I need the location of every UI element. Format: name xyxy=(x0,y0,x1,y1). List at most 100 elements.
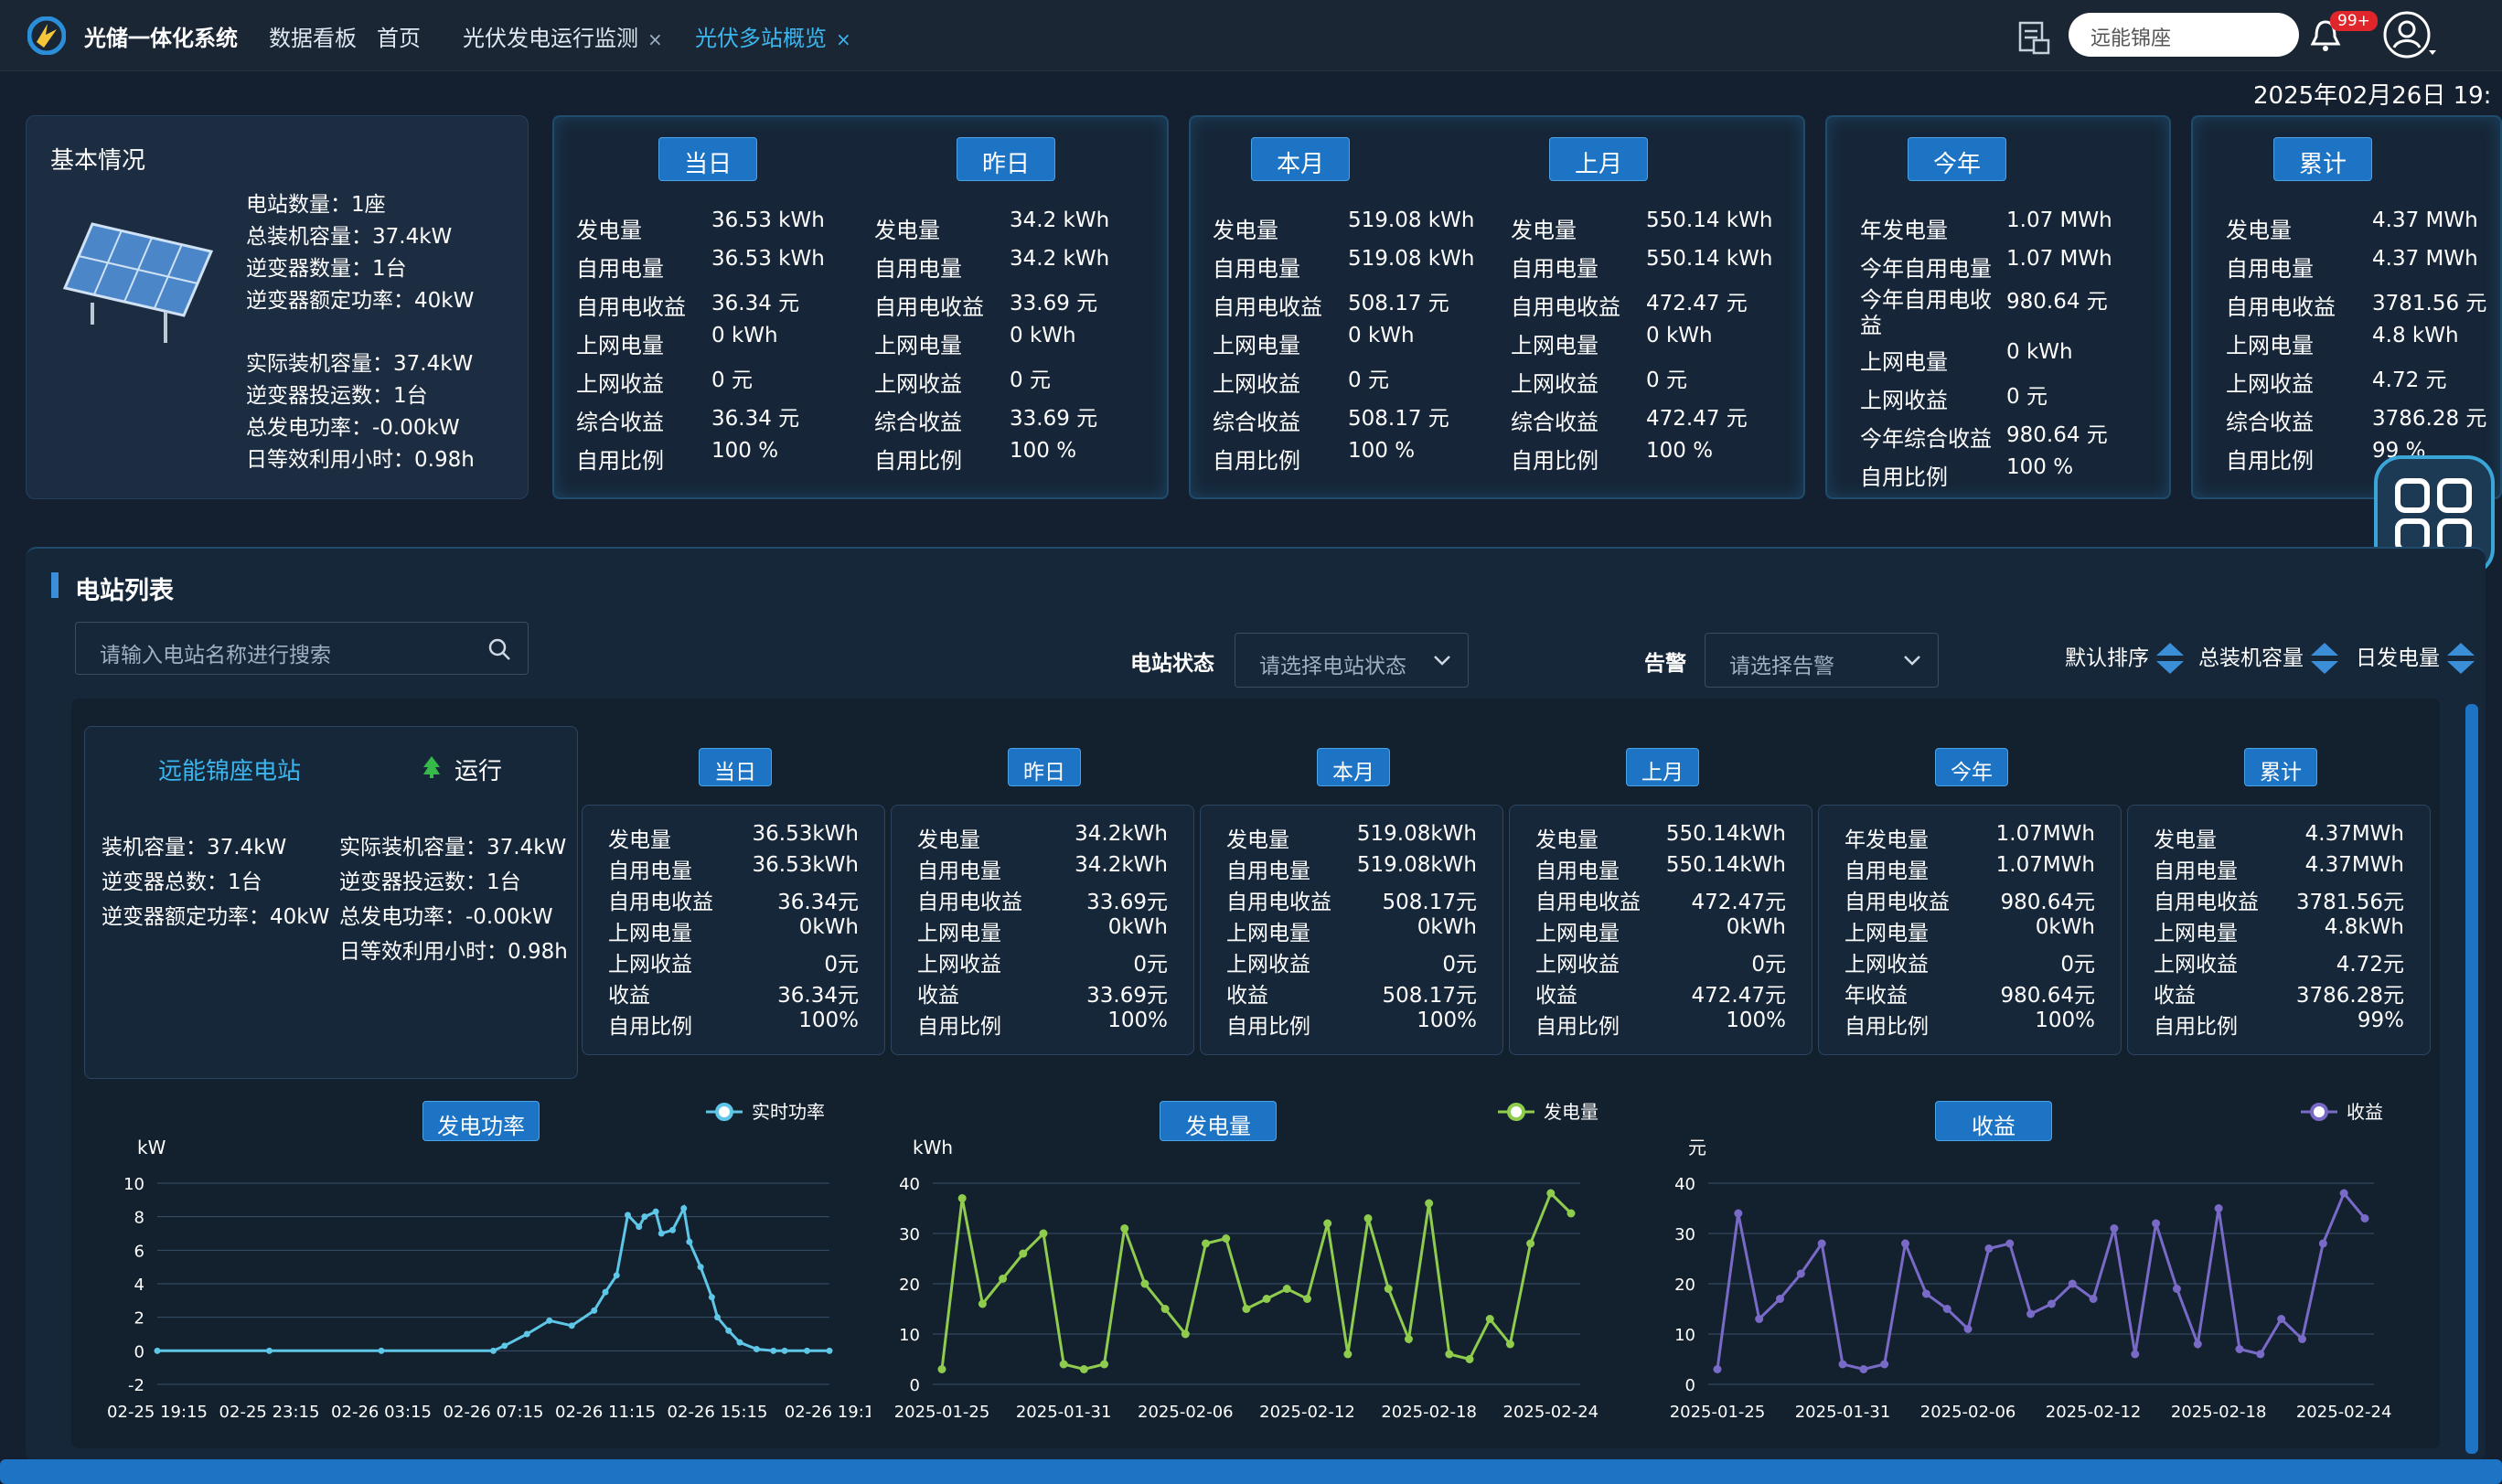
sort-arrows-icon[interactable] xyxy=(2154,641,2186,678)
station-period-pill[interactable]: 昨日 xyxy=(1008,748,1081,786)
data-point[interactable] xyxy=(1384,1285,1393,1293)
data-point[interactable] xyxy=(1880,1360,1889,1369)
data-point[interactable] xyxy=(658,1230,665,1237)
close-icon[interactable]: × xyxy=(836,28,851,50)
data-point[interactable] xyxy=(641,1213,648,1221)
chart-legend[interactable]: 收益 xyxy=(2301,1101,2383,1123)
station-period-pill[interactable]: 当日 xyxy=(699,748,772,786)
data-point[interactable] xyxy=(2110,1224,2119,1233)
data-point[interactable] xyxy=(1100,1360,1109,1369)
station-name[interactable]: 远能锦座电站 xyxy=(158,758,302,785)
data-point[interactable] xyxy=(1526,1239,1535,1248)
data-point[interactable] xyxy=(1921,1289,1930,1298)
data-point[interactable] xyxy=(1942,1305,1951,1313)
data-point[interactable] xyxy=(770,1347,777,1354)
data-point[interactable] xyxy=(2193,1340,2202,1349)
data-point[interactable] xyxy=(1404,1335,1413,1343)
data-point[interactable] xyxy=(546,1317,553,1324)
data-point[interactable] xyxy=(714,1314,721,1321)
data-point[interactable] xyxy=(378,1347,385,1354)
data-point[interactable] xyxy=(2152,1219,2161,1228)
data-point[interactable] xyxy=(1713,1365,1722,1373)
data-point[interactable] xyxy=(697,1264,704,1271)
data-point[interactable] xyxy=(1039,1229,1048,1238)
data-point[interactable] xyxy=(1859,1365,1868,1373)
data-point[interactable] xyxy=(1160,1305,1170,1313)
data-point[interactable] xyxy=(736,1339,743,1346)
data-point[interactable] xyxy=(591,1307,598,1314)
station-search-input[interactable]: 远能锦座 xyxy=(2069,13,2299,57)
data-point[interactable] xyxy=(1222,1234,1231,1243)
data-point[interactable] xyxy=(501,1342,508,1350)
data-point[interactable] xyxy=(154,1347,161,1354)
data-point[interactable] xyxy=(2172,1285,2181,1293)
chart-legend[interactable]: 发电量 xyxy=(1498,1101,1598,1123)
report-icon[interactable] xyxy=(2017,20,2050,55)
data-point[interactable] xyxy=(753,1346,760,1352)
data-point[interactable] xyxy=(490,1347,497,1354)
search-icon[interactable] xyxy=(487,637,511,661)
station-card[interactable]: 远能锦座电站 运行 装机容量：37.4kW 逆变器总数：1台 逆变器额定功率：40k… xyxy=(84,726,578,1079)
data-point[interactable] xyxy=(1202,1239,1211,1248)
data-point[interactable] xyxy=(1323,1219,1332,1228)
data-point[interactable] xyxy=(2214,1204,2223,1212)
data-point[interactable] xyxy=(1445,1350,1454,1359)
data-point[interactable] xyxy=(1755,1315,1764,1323)
station-period-pill[interactable]: 本月 xyxy=(1317,748,1390,786)
station-period-pill[interactable]: 累计 xyxy=(2244,748,2317,786)
period-pill[interactable]: 累计 xyxy=(2273,137,2372,181)
data-point[interactable] xyxy=(2089,1295,2098,1303)
sort-option[interactable]: 总装机容量 xyxy=(2198,640,2340,677)
period-pill[interactable]: 当日 xyxy=(658,137,757,181)
tab-pv-monitor[interactable]: 光伏发电运行监测 × xyxy=(463,20,663,52)
data-point[interactable] xyxy=(625,1212,631,1219)
grid-menu-icon[interactable] xyxy=(2372,454,2497,582)
period-pill[interactable]: 上月 xyxy=(1549,137,1648,181)
sort-option[interactable]: 默认排序 xyxy=(2065,640,2186,677)
data-point[interactable] xyxy=(2318,1239,2327,1248)
data-point[interactable] xyxy=(1817,1239,1826,1248)
data-point[interactable] xyxy=(2131,1350,2140,1359)
data-point[interactable] xyxy=(1485,1315,1494,1323)
data-point[interactable] xyxy=(957,1194,967,1202)
data-point[interactable] xyxy=(2297,1335,2306,1343)
data-point[interactable] xyxy=(2235,1345,2244,1353)
data-point[interactable] xyxy=(2339,1189,2348,1198)
data-point[interactable] xyxy=(1242,1305,1251,1313)
data-point[interactable] xyxy=(680,1205,688,1212)
data-point[interactable] xyxy=(1796,1269,1805,1278)
data-point[interactable] xyxy=(1901,1239,1910,1248)
data-point[interactable] xyxy=(1984,1244,1994,1253)
data-point[interactable] xyxy=(2047,1299,2056,1308)
data-point[interactable] xyxy=(1734,1209,1743,1218)
data-point[interactable] xyxy=(725,1327,732,1334)
data-point[interactable] xyxy=(1079,1365,1088,1373)
data-point[interactable] xyxy=(2256,1350,2265,1359)
data-point[interactable] xyxy=(2005,1239,2015,1248)
data-point[interactable] xyxy=(1546,1189,1556,1198)
nav-home[interactable]: 首页 xyxy=(377,26,421,51)
data-point[interactable] xyxy=(613,1272,620,1279)
sort-option[interactable]: 日发电量 xyxy=(2356,640,2476,677)
data-point[interactable] xyxy=(568,1322,575,1329)
data-point[interactable] xyxy=(999,1275,1008,1283)
data-point[interactable] xyxy=(1838,1360,1847,1369)
data-point[interactable] xyxy=(2068,1279,2077,1288)
period-pill[interactable]: 今年 xyxy=(1908,137,2006,181)
data-point[interactable] xyxy=(1505,1340,1514,1349)
data-point[interactable] xyxy=(1776,1295,1785,1303)
data-point[interactable] xyxy=(978,1299,987,1308)
data-point[interactable] xyxy=(636,1223,643,1231)
data-point[interactable] xyxy=(1181,1329,1190,1339)
data-point[interactable] xyxy=(2360,1214,2369,1222)
data-point[interactable] xyxy=(1465,1355,1474,1363)
sort-arrows-icon[interactable] xyxy=(2445,641,2476,678)
data-point[interactable] xyxy=(781,1347,788,1354)
data-point[interactable] xyxy=(602,1288,609,1296)
period-pill[interactable]: 昨日 xyxy=(957,137,1055,181)
data-point[interactable] xyxy=(708,1294,715,1301)
station-period-pill[interactable]: 今年 xyxy=(1935,748,2008,786)
horizontal-scrollbar[interactable] xyxy=(0,1459,2502,1484)
tab-pv-overview[interactable]: 光伏多站概览 × xyxy=(695,20,851,52)
data-point[interactable] xyxy=(1363,1214,1373,1222)
